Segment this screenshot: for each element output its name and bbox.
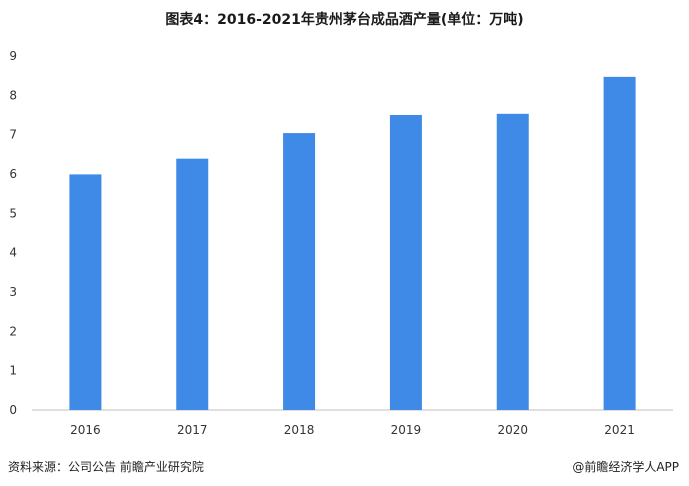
- y-tick-label: 0: [9, 403, 17, 417]
- bar-2018: [283, 133, 316, 411]
- x-tick-label: 2021: [604, 423, 635, 437]
- y-tick-label: 1: [9, 364, 17, 378]
- bar-2016: [69, 174, 102, 410]
- source-note: 资料来源：公司公告 前瞻产业研究院: [8, 460, 204, 474]
- y-tick-label: 9: [9, 49, 17, 63]
- x-tick-label: 2019: [391, 423, 422, 437]
- bar-2020: [496, 113, 529, 410]
- bar-series: [69, 76, 636, 411]
- x-tick-label: 2017: [177, 423, 208, 437]
- y-tick-label: 3: [9, 285, 17, 299]
- y-tick-label: 2: [9, 324, 17, 338]
- y-tick-label: 5: [9, 206, 17, 220]
- y-axis-ticks: 0 1 2 3 4 5 6 7 8 9: [9, 49, 17, 417]
- bar-2019: [389, 115, 422, 410]
- credit-note: @前瞻经济学人APP: [572, 460, 679, 474]
- x-tick-label: 2016: [70, 423, 101, 437]
- y-tick-label: 6: [9, 167, 17, 181]
- bar-2017: [176, 158, 209, 410]
- chart-title: 图表4：2016-2021年贵州茅台成品酒产量(单位：万吨): [165, 12, 524, 28]
- y-tick-label: 8: [9, 88, 17, 102]
- x-tick-label: 2020: [497, 423, 528, 437]
- y-tick-label: 4: [9, 246, 17, 260]
- x-tick-label: 2018: [284, 423, 315, 437]
- x-axis-ticks: 2016 2017 2018 2019 2020 2021: [70, 423, 635, 437]
- bar-2021: [603, 76, 636, 410]
- y-tick-label: 7: [9, 128, 17, 142]
